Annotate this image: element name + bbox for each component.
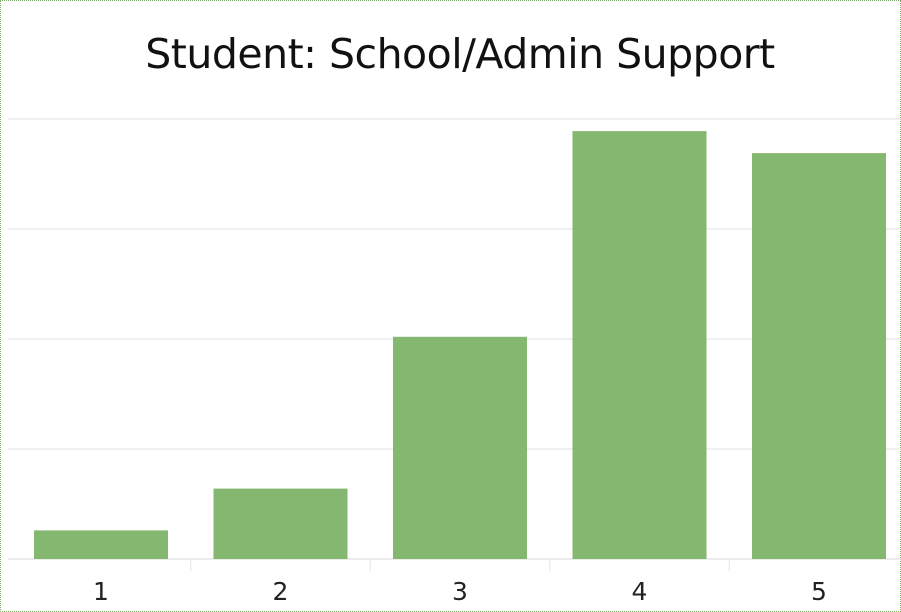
x-tick-labels: 1 2 3 4 5 bbox=[93, 577, 827, 606]
bar-5[interactable] bbox=[752, 153, 886, 559]
x-tick-label: 1 bbox=[93, 577, 109, 606]
x-tick-label: 2 bbox=[273, 577, 289, 606]
bar-1[interactable] bbox=[34, 530, 168, 559]
bar-4[interactable] bbox=[572, 131, 707, 559]
bar-2[interactable] bbox=[213, 488, 348, 559]
x-tick-label: 5 bbox=[811, 577, 827, 606]
bar-3[interactable] bbox=[393, 336, 527, 559]
chart-title: Student: School/Admin Support bbox=[145, 30, 775, 78]
bars bbox=[34, 131, 886, 559]
x-tick-label: 3 bbox=[452, 577, 468, 606]
x-tick-label: 4 bbox=[632, 577, 648, 606]
